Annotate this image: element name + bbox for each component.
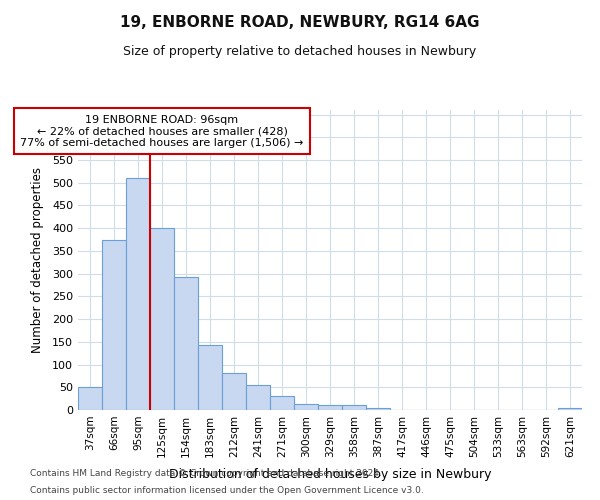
Bar: [366, 408, 390, 410]
Bar: [318, 406, 342, 410]
Text: Size of property relative to detached houses in Newbury: Size of property relative to detached ho…: [124, 45, 476, 58]
Y-axis label: Number of detached properties: Number of detached properties: [31, 167, 44, 353]
Bar: [198, 345, 222, 410]
Text: 19 ENBORNE ROAD: 96sqm
← 22% of detached houses are smaller (428)
77% of semi-de: 19 ENBORNE ROAD: 96sqm ← 22% of detached…: [20, 114, 304, 148]
Bar: [342, 404, 366, 410]
Bar: [126, 178, 150, 410]
Bar: [174, 278, 198, 410]
Bar: [150, 228, 174, 410]
Bar: [78, 388, 102, 410]
X-axis label: Distribution of detached houses by size in Newbury: Distribution of detached houses by size …: [169, 468, 491, 481]
Text: Contains public sector information licensed under the Open Government Licence v3: Contains public sector information licen…: [30, 486, 424, 495]
Bar: [294, 404, 318, 410]
Text: Contains HM Land Registry data © Crown copyright and database right 2024.: Contains HM Land Registry data © Crown c…: [30, 468, 382, 477]
Text: 19, ENBORNE ROAD, NEWBURY, RG14 6AG: 19, ENBORNE ROAD, NEWBURY, RG14 6AG: [120, 15, 480, 30]
Bar: [222, 372, 246, 410]
Bar: [270, 396, 294, 410]
Bar: [558, 408, 582, 410]
Bar: [246, 385, 270, 410]
Bar: [102, 240, 126, 410]
